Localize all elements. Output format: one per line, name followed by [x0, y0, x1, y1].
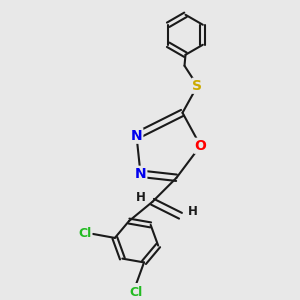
Text: Cl: Cl — [78, 227, 92, 240]
Text: N: N — [131, 129, 142, 143]
Text: Cl: Cl — [129, 286, 143, 299]
Text: S: S — [193, 79, 202, 93]
Text: O: O — [195, 139, 206, 153]
Text: N: N — [135, 167, 146, 181]
Text: H: H — [188, 205, 197, 218]
Text: H: H — [136, 191, 146, 204]
